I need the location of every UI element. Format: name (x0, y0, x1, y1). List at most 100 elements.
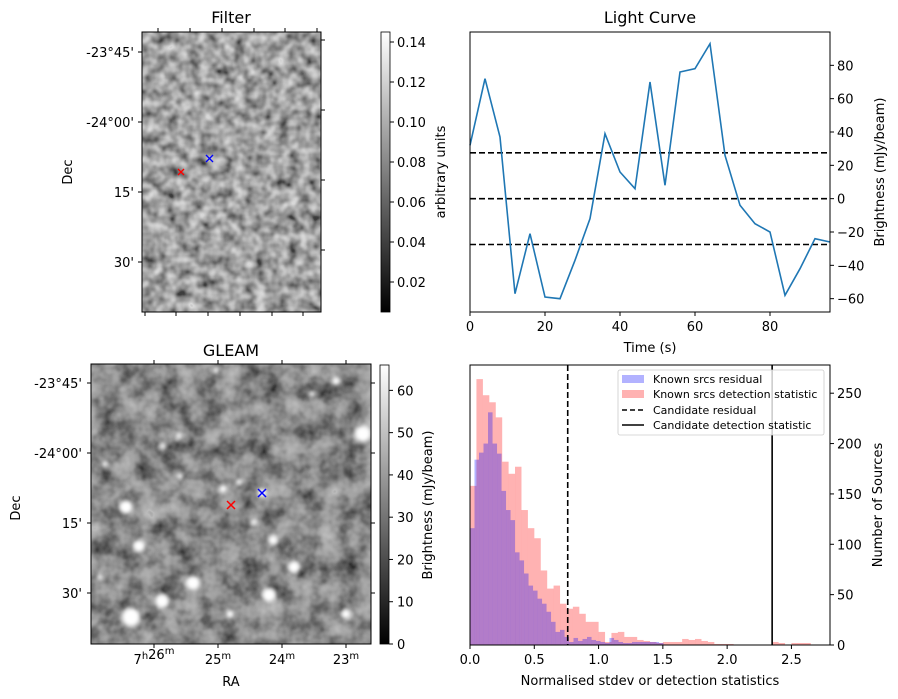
histogram-bar-detection (617, 631, 625, 645)
filter-ytick-label: 30' (114, 256, 134, 271)
histogram-bar-residual (614, 639, 619, 645)
histogram-bar-detection (527, 528, 535, 645)
light-curve-ytick-label: −60 (837, 293, 864, 308)
light-curve-ytick-label: 20 (837, 159, 854, 174)
histogram-bar-detection (650, 641, 657, 645)
histogram-bar-detection (707, 641, 715, 645)
filter-ytick-label: 15' (114, 186, 134, 201)
filter-colorbar-ticks: 0.02 0.04 0.06 0.08 0.10 0.12 0.14 (390, 36, 426, 291)
light-curve-ylabel: Brightness (mJy/beam) (873, 98, 888, 247)
light-curve-ytick-label: 80 (837, 59, 854, 74)
ra-tick-label: 23m (333, 651, 359, 668)
histogram-bar-residual (564, 636, 570, 645)
filter-ticks: -23°45' -24°00' 15' 30' (86, 28, 325, 316)
light-curve-title: Light Curve (604, 8, 696, 27)
gleam-cbar-tick-label: 40 (397, 469, 414, 484)
ra-tick-label: 25m (205, 651, 231, 668)
gleam-cbar-tick-label: 10 (397, 596, 414, 611)
filter-image (142, 32, 321, 312)
histogram-xtick-label: 2.5 (781, 653, 802, 668)
histogram-bar-detection (624, 636, 631, 645)
histogram-bar-detection (772, 641, 779, 645)
histogram-bar-residual (636, 641, 642, 645)
histogram-series-residual (470, 412, 664, 645)
histogram-bar-residual (569, 641, 574, 645)
histogram-bar-detection (804, 642, 811, 645)
light-curve-ytick-label: −40 (837, 259, 864, 274)
gleam-marker-known (257, 488, 267, 498)
histogram-bar-residual (519, 560, 525, 645)
histogram-bar-residual (623, 642, 628, 645)
filter-marker-candidate (177, 168, 185, 176)
histogram-bar-detection (534, 538, 541, 645)
histogram-bar-detection (656, 642, 663, 645)
histogram-bar-residual (537, 598, 543, 645)
histogram-bar-residual (555, 631, 561, 645)
histogram-series-detection (470, 379, 811, 645)
light-curve-xtick-label: 80 (762, 320, 779, 335)
histogram-bar-residual (515, 552, 520, 645)
gleam-source-blob (133, 540, 145, 552)
light-curve-ytick-label: 60 (837, 93, 854, 108)
legend-label-detection: Known srcs detection statistic (653, 388, 817, 401)
filter-cbar-tick-label: 0.12 (397, 76, 426, 91)
light-curve-xtick-label: 0 (466, 320, 474, 335)
legend-box (617, 369, 825, 436)
histogram-ytick-label: 100 (837, 538, 862, 553)
gleam-source-blob (160, 443, 166, 449)
histogram-bar-detection (778, 642, 786, 645)
histogram-bar-residual (533, 590, 538, 645)
histogram-bar-detection (560, 603, 567, 645)
histogram-bar-residual (596, 640, 601, 645)
histogram-ytick-label: 50 (837, 589, 854, 604)
histogram-ytick-label: 150 (837, 488, 862, 503)
light-curve-frame (469, 31, 831, 313)
histogram-ytick-label: 0 (837, 639, 845, 654)
gleam-source-blob (355, 426, 371, 442)
histogram-bar-detection (675, 641, 683, 645)
filter-cbar-tick-label: 0.04 (397, 236, 426, 251)
histogram-bar-detection (727, 643, 734, 645)
gleam-source-blob (251, 519, 257, 525)
filter-colorbar-label: arbitrary units (434, 125, 449, 218)
gleam-source-blob (262, 588, 276, 602)
histogram-bar-detection (682, 638, 689, 645)
histogram-bar-detection (669, 641, 676, 645)
histogram-bar-residual (645, 641, 651, 645)
gleam-marker-candidate (226, 500, 236, 510)
filter-panel: Filter -23°45' -24°00' 15' 30' Dec 0.02 0.04… (61, 8, 449, 316)
gleam-title: GLEAM (203, 341, 259, 360)
histogram-bar-residual (591, 639, 597, 645)
histogram-bar-detection (540, 570, 548, 645)
gleam-source-blob (176, 433, 182, 439)
ra-tick-label: 7h26m (134, 646, 175, 668)
filter-cbar-tick-label: 0.06 (397, 196, 426, 211)
filter-cbar-tick-label: 0.14 (397, 36, 426, 51)
histogram-bar-residual (578, 640, 583, 645)
histogram-xticks: 0.0 0.5 1.0 1.5 2.0 2.5 (460, 645, 802, 668)
histogram-bar-residual (510, 520, 516, 645)
legend-label-residual: Known srcs residual (653, 373, 762, 386)
gleam-cbar-tick-label: 60 (397, 384, 414, 399)
histogram-bar-detection (630, 636, 638, 645)
histogram-xtick-label: 1.0 (588, 653, 609, 668)
gleam-colorbar-ticks: 0 10 20 30 40 50 60 (389, 384, 414, 653)
histogram-bar-detection (714, 643, 721, 645)
gleam-source-blob (119, 500, 133, 514)
histogram-panel: 0.0 0.5 1.0 1.5 2.0 2.5 0 50 100 150 200 250 Norma… (460, 364, 886, 689)
histogram-bar-detection (515, 466, 522, 645)
light-curve-xlabel: Time (s) (623, 341, 677, 356)
gleam-source-blob (341, 609, 351, 619)
legend-label-candidate-residual: Candidate residual (653, 404, 756, 417)
histogram-bar-residual (501, 490, 507, 645)
gleam-frame (90, 363, 372, 645)
histogram-bar-detection (489, 402, 496, 645)
histogram-bar-detection (521, 510, 528, 645)
gleam-source-blob (226, 610, 234, 618)
gleam-panel: GLEAM -23°45' -24°00' 15' 30' 7h26m 25m 24m 23m… (9, 341, 436, 690)
legend-swatch-detection (622, 390, 644, 398)
gleam-source-blob (309, 391, 315, 397)
histogram-bar-detection (643, 640, 651, 645)
histogram-bar-detection (791, 642, 798, 645)
gleam-colorbar-label: Brightness (mJy/beam) (421, 431, 436, 580)
